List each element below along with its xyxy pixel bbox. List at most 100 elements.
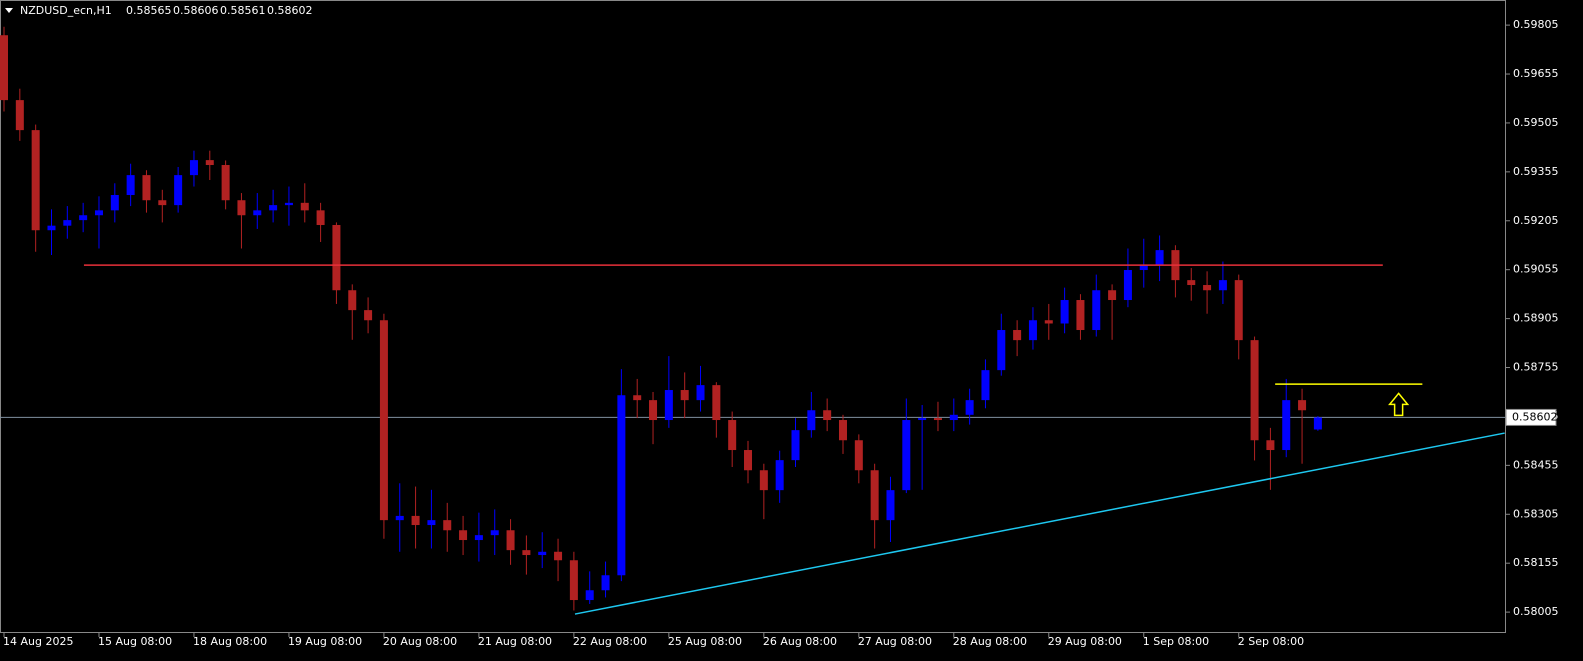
- candle-body: [965, 400, 974, 415]
- x-tick-label: 25 Aug 08:00: [668, 635, 742, 648]
- candle-body: [807, 410, 816, 431]
- candle-body: [791, 430, 800, 461]
- candle-body: [411, 515, 420, 526]
- candle-body: [1203, 285, 1212, 291]
- candle-body: [664, 390, 673, 421]
- candle-body: [205, 160, 214, 166]
- candle-body: [63, 220, 72, 226]
- candle-body: [221, 165, 230, 201]
- candle-body: [158, 200, 167, 206]
- candle-body: [728, 420, 737, 451]
- candle-body: [522, 550, 531, 556]
- candle-body: [348, 290, 357, 311]
- y-tick-label: 0.59505: [1513, 116, 1559, 129]
- candle-body: [775, 460, 784, 491]
- y-tick-label: 0.58905: [1513, 312, 1559, 325]
- candle-body: [427, 520, 436, 526]
- candle-body: [933, 418, 942, 421]
- header-low: 0.58561: [220, 4, 266, 17]
- x-tick-label: 22 Aug 08:00: [573, 635, 647, 648]
- candle-body: [981, 370, 990, 401]
- arrow-up: [1388, 392, 1410, 417]
- header-close: 0.58602: [267, 4, 313, 17]
- x-tick-label: 28 Aug 08:00: [953, 635, 1027, 648]
- candle-body: [569, 560, 578, 601]
- candle-body: [1076, 300, 1085, 331]
- candle-body: [47, 225, 56, 231]
- candle-body: [300, 202, 309, 211]
- y-tick-label: 0.58755: [1513, 361, 1559, 374]
- candle-body: [712, 385, 721, 421]
- candle-body: [1187, 280, 1196, 286]
- candle-body: [1218, 280, 1227, 291]
- candle-body: [696, 385, 705, 401]
- candle-body: [1123, 270, 1132, 301]
- candle-body: [1266, 440, 1275, 451]
- candle-body: [838, 420, 847, 441]
- candle-body: [1092, 290, 1101, 331]
- plot-border: [0, 0, 1506, 633]
- x-tick-label: 2 Sep 08:00: [1238, 635, 1304, 648]
- candle-body: [1250, 340, 1259, 441]
- candle-body: [538, 551, 547, 556]
- candle-body: [79, 215, 88, 221]
- candle-body: [949, 414, 958, 421]
- price-label-box: [1505, 408, 1557, 426]
- candle-body: [633, 395, 642, 401]
- x-tick-label: 29 Aug 08:00: [1048, 635, 1122, 648]
- candle-body: [918, 418, 927, 421]
- candle-body: [110, 195, 119, 211]
- candle-body: [870, 470, 879, 521]
- price-label: 0.58602: [1512, 410, 1558, 423]
- x-tick-label: 1 Sep 08:00: [1143, 635, 1209, 648]
- x-tick-label: 15 Aug 08:00: [98, 635, 172, 648]
- candle-body: [554, 551, 563, 561]
- y-tick-label: 0.58155: [1513, 556, 1559, 569]
- candle-body: [585, 590, 594, 601]
- x-tick-label: 14 Aug 2025: [3, 635, 73, 648]
- candle-body: [0, 35, 8, 101]
- candle-body: [269, 205, 278, 211]
- candle-body: [316, 210, 325, 226]
- candle-body: [332, 225, 341, 291]
- candle-body: [680, 390, 689, 401]
- candle-body: [474, 535, 483, 541]
- candle-body: [237, 200, 246, 216]
- x-tick-label: 18 Aug 08:00: [193, 635, 267, 648]
- candle-body: [506, 530, 515, 551]
- candle-body: [886, 490, 895, 521]
- candle-body: [490, 530, 499, 536]
- y-tick-label: 0.58455: [1513, 458, 1559, 471]
- header-open: 0.58565: [126, 4, 172, 17]
- candle-body: [854, 440, 863, 471]
- candle-body: [1282, 400, 1291, 451]
- candle-body: [253, 210, 262, 216]
- candle-body: [94, 210, 103, 216]
- candle-body: [1108, 290, 1117, 301]
- candle-body: [174, 175, 183, 206]
- candle-body: [1044, 320, 1053, 324]
- candle-body: [823, 410, 832, 421]
- menu-triangle[interactable]: [5, 8, 13, 13]
- candle-body: [1028, 320, 1037, 341]
- candle-body: [284, 202, 293, 206]
- candle-body: [364, 310, 373, 321]
- x-tick-label: 20 Aug 08:00: [383, 635, 457, 648]
- candle-body: [601, 575, 610, 591]
- candle-body: [997, 330, 1006, 371]
- x-tick-label: 21 Aug 08:00: [478, 635, 552, 648]
- candle-body: [15, 100, 24, 131]
- y-tick-label: 0.59805: [1513, 18, 1559, 31]
- x-tick-label: 27 Aug 08:00: [858, 635, 932, 648]
- candle-body: [617, 395, 626, 576]
- candle-body: [1234, 280, 1243, 341]
- x-tick-label: 26 Aug 08:00: [763, 635, 837, 648]
- y-tick-label: 0.58305: [1513, 507, 1559, 520]
- candle-body: [126, 175, 135, 196]
- candle-body: [649, 400, 658, 421]
- y-tick-label: 0.58005: [1513, 605, 1559, 618]
- candle-body: [379, 320, 388, 521]
- y-tick-label: 0.59355: [1513, 165, 1559, 178]
